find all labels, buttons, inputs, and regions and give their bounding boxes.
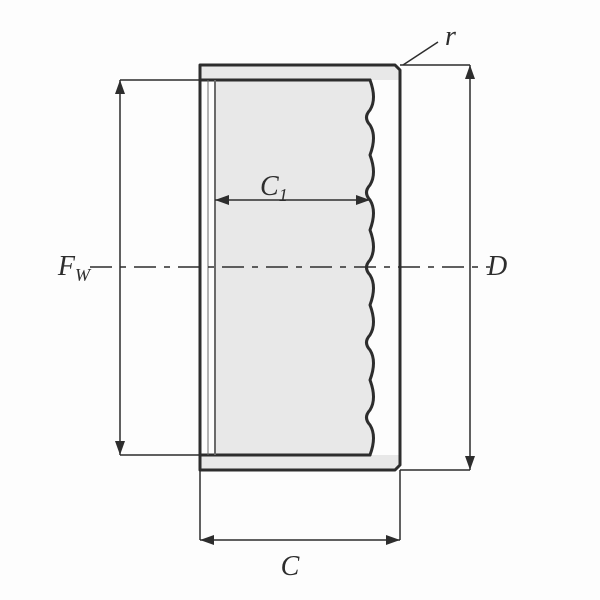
arrowhead xyxy=(465,456,475,470)
dim-label: D xyxy=(486,251,507,282)
arrowhead xyxy=(115,441,125,455)
arrowhead xyxy=(465,65,475,79)
arrowhead xyxy=(115,80,125,94)
arrowhead xyxy=(200,535,214,545)
dim-label: C xyxy=(281,551,300,582)
dim-label: r xyxy=(445,21,456,52)
arrowhead xyxy=(386,535,400,545)
dim-label: FW xyxy=(57,251,92,285)
bearing-cross-section-diagram: FWDCC1r xyxy=(0,0,600,600)
